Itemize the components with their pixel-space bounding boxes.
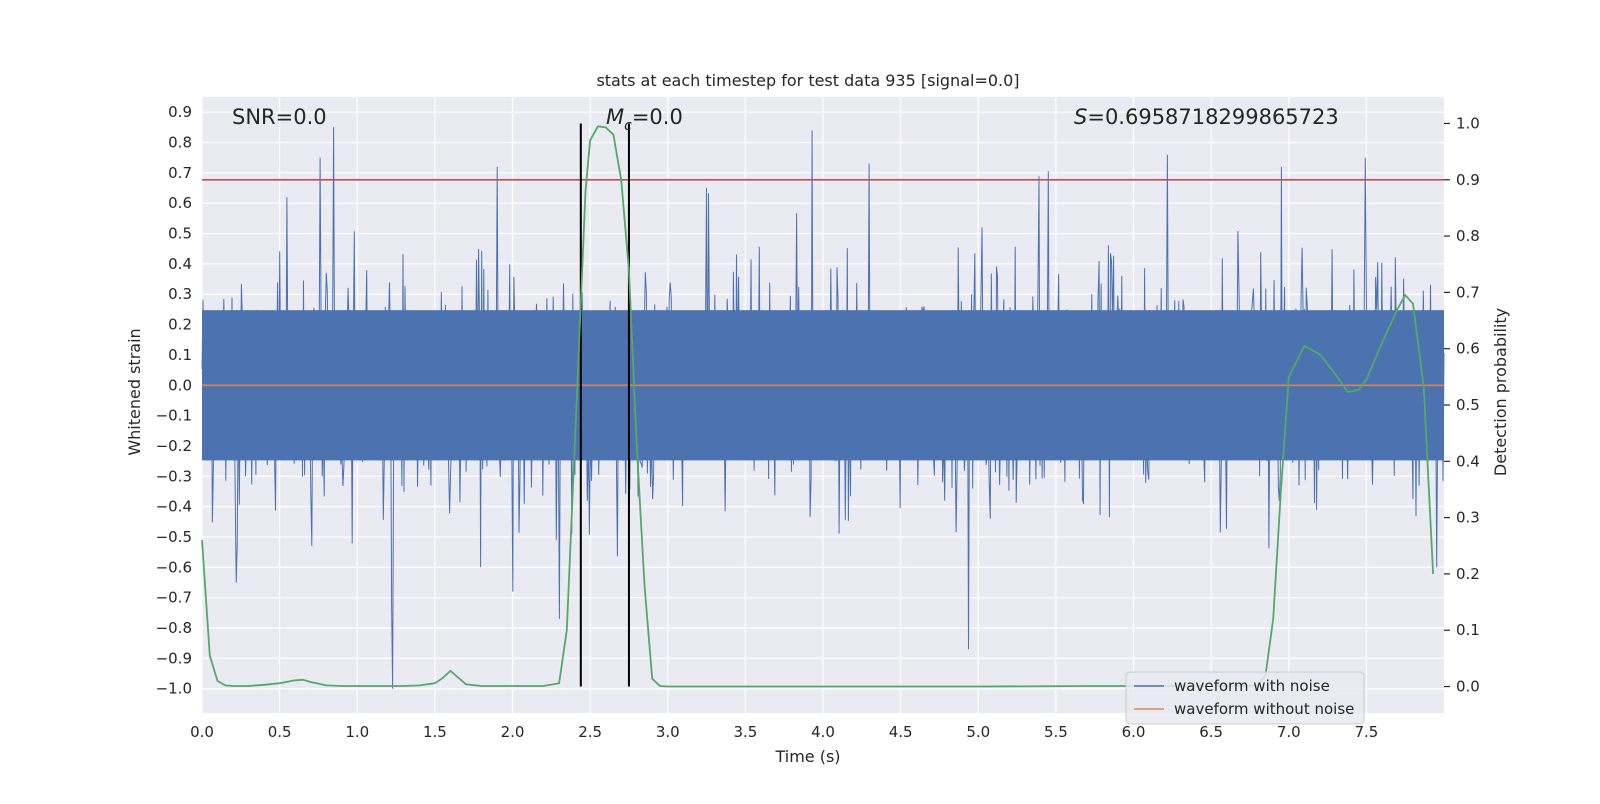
chirp-mass-value: =0.0: [632, 105, 683, 129]
y-tick-label: −0.4: [156, 498, 192, 516]
vertical-markers: [579, 123, 630, 687]
chirp-mass-symbol: M: [606, 105, 624, 129]
y-tick-label: −0.1: [156, 407, 192, 425]
legend: waveform with noise waveform without noi…: [1125, 671, 1365, 725]
y-tick-label: −0.6: [156, 558, 192, 576]
axes-ticks: 0.0 0.5 1.0 1.5 2.0 2.5 3.0 3.5 4.0 4.5 5.0 5.5 6.0 6…: [156, 103, 1480, 741]
y2-tick-label: 0.4: [1456, 452, 1480, 470]
legend-label-clean: waveform without noise: [1174, 700, 1354, 718]
x-tick-label: 2.5: [578, 723, 602, 741]
x-tick-label: 7.0: [1277, 723, 1301, 741]
x-tick-label: 3.5: [733, 723, 757, 741]
y2-tick-label: 0.1: [1456, 621, 1480, 639]
y-tick-label: −0.5: [156, 528, 192, 546]
y-tick-label: −0.3: [156, 467, 192, 485]
y2-tick-label: 0.0: [1456, 678, 1480, 696]
y-tick-label: 0.1: [168, 346, 192, 364]
y2-tick-label: 0.9: [1456, 171, 1480, 189]
y-tick-label: 0.8: [168, 134, 192, 152]
x-tick-label: 6.0: [1122, 723, 1146, 741]
x-axis-label: Time (s): [774, 747, 840, 766]
score-annotation: S=0.6958718299865723: [1074, 105, 1339, 129]
x-tick-label: 1.0: [345, 723, 369, 741]
x-tick-label: 7.5: [1354, 723, 1378, 741]
y2-tick-label: 0.8: [1456, 227, 1480, 245]
score-value: =0.6958718299865723: [1087, 105, 1338, 129]
y-tick-label: 0.0: [168, 376, 192, 394]
chirp-mass-subscript: c: [624, 118, 632, 134]
y2-tick-label: 0.3: [1456, 509, 1480, 527]
y-tick-label: 0.2: [168, 316, 192, 334]
y-tick-label: −0.9: [156, 649, 192, 667]
y-tick-label: 0.5: [168, 225, 192, 243]
x-tick-label: 0.5: [268, 723, 292, 741]
y2-tick-label: 0.7: [1456, 283, 1480, 301]
chart-title: stats at each timestep for test data 935…: [596, 71, 1019, 90]
y-tick-label: 0.3: [168, 285, 192, 303]
x-tick-label: 5.5: [1044, 723, 1068, 741]
legend-label-noise: waveform with noise: [1174, 677, 1330, 695]
x-tick-label: 4.0: [811, 723, 835, 741]
score-symbol: S: [1074, 105, 1087, 129]
x-tick-label: 5.0: [966, 723, 990, 741]
chirp-mass-annotation: Mc=0.0: [606, 105, 683, 134]
y-tick-label: 0.7: [168, 164, 192, 182]
y2-tick-label: 1.0: [1456, 114, 1480, 132]
y-tick-label: −1.0: [156, 680, 192, 698]
y-tick-label: −0.7: [156, 589, 192, 607]
y2-tick-label: 0.2: [1456, 565, 1480, 583]
x-tick-label: 1.5: [423, 723, 447, 741]
probability-line: [201, 125, 1434, 688]
y-axis-label: Whitened strain: [125, 328, 144, 455]
x-tick-label: 0.0: [190, 723, 214, 741]
x-tick-label: 6.5: [1199, 723, 1223, 741]
y-tick-label: −0.2: [156, 437, 192, 455]
y-tick-label: −0.8: [156, 619, 192, 637]
x-tick-label: 2.0: [501, 723, 525, 741]
y-tick-label: 0.4: [168, 255, 192, 273]
y2-tick-label: 0.5: [1456, 396, 1480, 414]
snr-annotation: SNR=0.0: [232, 105, 327, 129]
y2-tick-label: 0.6: [1456, 340, 1480, 358]
x-tick-label: 3.0: [656, 723, 680, 741]
y-tick-label: 0.6: [168, 194, 192, 212]
y-tick-label: 0.9: [168, 103, 192, 121]
y2-axis-label: Detection probability: [1491, 308, 1510, 476]
legend-frame: [1125, 671, 1365, 725]
x-tick-label: 4.5: [889, 723, 913, 741]
